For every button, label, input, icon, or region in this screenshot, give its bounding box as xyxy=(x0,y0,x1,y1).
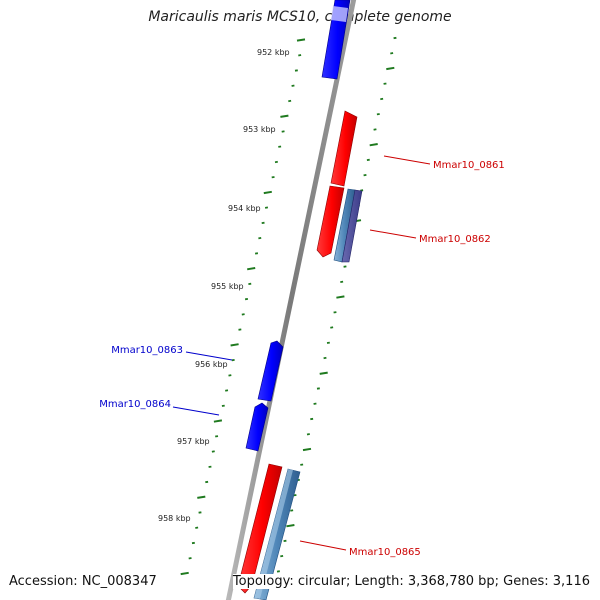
ruler-major-tick xyxy=(302,447,312,452)
inner-ruler-ticks xyxy=(180,38,306,576)
ruler-major-tick xyxy=(319,371,328,375)
gene-label-mmar10-0862[interactable]: Mmar10_0862 xyxy=(419,234,491,245)
ruler-minor-tick xyxy=(330,326,334,329)
tick-label-954-kbp: 954 kbp xyxy=(228,204,261,213)
tick-label-956-kbp: 956 kbp xyxy=(195,360,228,369)
ruler-major-tick xyxy=(336,295,345,299)
ruler-minor-tick xyxy=(340,280,344,283)
ruler-minor-tick xyxy=(390,52,394,55)
feature-track xyxy=(237,0,363,600)
outer-ruler-ticks xyxy=(273,36,397,588)
forward-gene-arrow-mmar10-0861[interactable] xyxy=(330,110,358,187)
leader-line-mmar10-0861 xyxy=(383,155,431,165)
tick-label-955-kbp: 955 kbp xyxy=(211,282,244,291)
ruler-major-tick xyxy=(180,571,189,576)
ruler-minor-tick xyxy=(241,313,245,316)
tick-label-952-kbp: 952 kbp xyxy=(257,48,290,57)
gene-label-mmar10-0863[interactable]: Mmar10_0863 xyxy=(111,345,183,356)
ruler-major-tick xyxy=(369,143,378,147)
ruler-minor-tick xyxy=(288,99,292,103)
tick-labels: 952 kbp 953 kbp 954 kbp 955 kbp 956 kbp … xyxy=(158,48,290,523)
ruler-major-tick xyxy=(213,419,223,423)
ruler-major-tick xyxy=(296,38,306,42)
ruler-minor-tick xyxy=(306,433,310,436)
ruler-major-tick xyxy=(263,190,272,195)
leader-line-mmar10-0864 xyxy=(172,406,220,416)
ruler-minor-tick xyxy=(264,206,269,209)
cds-feature-mmar10-0862-dark[interactable] xyxy=(341,189,363,263)
ruler-minor-tick xyxy=(323,356,327,360)
ruler-minor-tick xyxy=(380,97,384,101)
ruler-major-tick xyxy=(386,66,395,71)
ruler-major-tick xyxy=(280,114,289,118)
leader-line-mmar10-0863 xyxy=(185,351,233,361)
ruler-minor-tick xyxy=(363,174,367,177)
ruler-minor-tick xyxy=(298,54,302,57)
topology-text: Topology: circular; Length: 3,368,780 bp… xyxy=(232,574,590,589)
ruler-minor-tick xyxy=(274,160,278,164)
ruler-minor-tick xyxy=(290,509,294,512)
leader-line-mmar10-0865 xyxy=(299,540,347,551)
gene-label-mmar10-0864[interactable]: Mmar10_0864 xyxy=(99,399,171,410)
ruler-minor-tick xyxy=(291,84,295,87)
ruler-minor-tick xyxy=(373,128,377,131)
genome-backbone xyxy=(225,0,357,600)
reverse-gene-arrow-mmar10-0864[interactable] xyxy=(245,402,269,452)
tick-label-953-kbp: 953 kbp xyxy=(243,125,276,134)
reverse-gene-arrow-mmar10-0863[interactable] xyxy=(257,340,284,402)
ruler-major-tick xyxy=(230,343,239,347)
gene-labels: Mmar10_0861 Mmar10_0862 Mmar10_0863 Mmar… xyxy=(99,155,505,558)
cds-feature-mmar10-0865-highlight xyxy=(254,469,293,599)
ruler-minor-tick xyxy=(258,237,262,240)
genome-map-title: Maricaulis maris MCS10, complete genome xyxy=(148,9,452,25)
forward-gene-arrow-mmar10-0862[interactable] xyxy=(316,185,345,258)
ruler-minor-tick xyxy=(280,555,284,558)
tick-label-958-kbp: 958 kbp xyxy=(158,514,191,523)
forward-gene-arrow-mmar10-0865[interactable] xyxy=(237,463,283,594)
ruler-minor-tick xyxy=(313,402,317,405)
gene-label-mmar10-0861[interactable]: Mmar10_0861 xyxy=(433,160,505,171)
ruler-minor-tick xyxy=(225,389,229,392)
ruler-minor-tick xyxy=(188,557,192,560)
ruler-minor-tick xyxy=(195,526,199,529)
reverse-gene-arrow-top-highlight xyxy=(331,6,348,22)
tick-label-957-kbp: 957 kbp xyxy=(177,437,210,446)
accession-text: Accession: NC_008347 xyxy=(9,574,157,589)
ruler-minor-tick xyxy=(281,130,285,133)
ruler-minor-tick xyxy=(228,374,232,377)
ruler-major-tick xyxy=(197,495,206,499)
gene-label-mmar10-0865[interactable]: Mmar10_0865 xyxy=(349,547,421,558)
leader-line-mmar10-0862 xyxy=(369,229,417,239)
ruler-major-tick xyxy=(247,267,256,271)
ruler-minor-tick xyxy=(211,450,215,453)
ruler-major-tick xyxy=(286,524,295,528)
